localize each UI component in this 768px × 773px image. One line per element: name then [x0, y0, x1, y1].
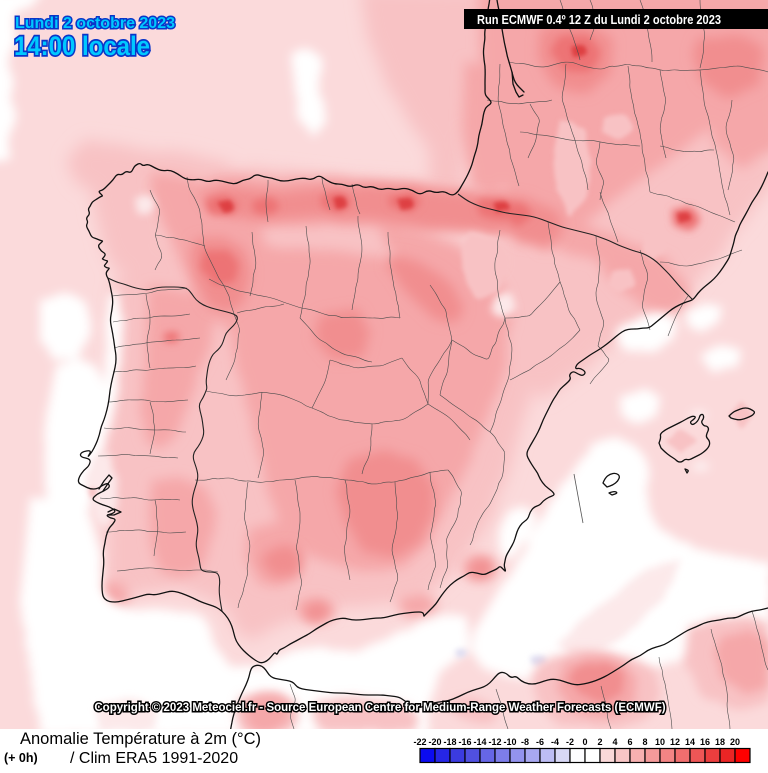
svg-text:-8: -8 [521, 737, 529, 747]
svg-text:18: 18 [715, 737, 725, 747]
svg-text:8: 8 [642, 737, 647, 747]
svg-text:Anomalie Température à 2m (°C): Anomalie Température à 2m (°C) [20, 730, 261, 748]
svg-text:-6: -6 [536, 737, 544, 747]
svg-text:12: 12 [670, 737, 680, 747]
svg-text:-18: -18 [443, 737, 456, 747]
svg-text:-10: -10 [503, 737, 516, 747]
svg-text:Copyright © 2023 Meteociel.fr: Copyright © 2023 Meteociel.fr - Source E… [94, 702, 665, 714]
svg-text:20: 20 [730, 737, 740, 747]
svg-text:4: 4 [612, 737, 617, 747]
svg-text:-14: -14 [473, 737, 486, 747]
svg-text:/ Clim ERA5 1991-2020: / Clim ERA5 1991-2020 [70, 750, 238, 767]
svg-text:10: 10 [655, 737, 665, 747]
svg-text:-2: -2 [566, 737, 574, 747]
svg-text:(+ 0h): (+ 0h) [4, 751, 38, 765]
svg-text:Run ECMWF 0.4º 12 Z du Lundi 2: Run ECMWF 0.4º 12 Z du Lundi 2 octobre 2… [477, 13, 721, 27]
svg-text:14:00 locale: 14:00 locale [14, 31, 150, 61]
svg-text:-16: -16 [458, 737, 471, 747]
svg-text:-4: -4 [551, 737, 559, 747]
svg-text:2: 2 [597, 737, 602, 747]
svg-text:-20: -20 [428, 737, 441, 747]
svg-text:6: 6 [627, 737, 632, 747]
svg-text:-12: -12 [488, 737, 501, 747]
svg-text:Lundi 2 octobre 2023: Lundi 2 octobre 2023 [15, 15, 175, 32]
svg-text:14: 14 [685, 737, 695, 747]
svg-text:0: 0 [582, 737, 587, 747]
svg-text:16: 16 [700, 737, 710, 747]
svg-text:-22: -22 [413, 737, 426, 747]
